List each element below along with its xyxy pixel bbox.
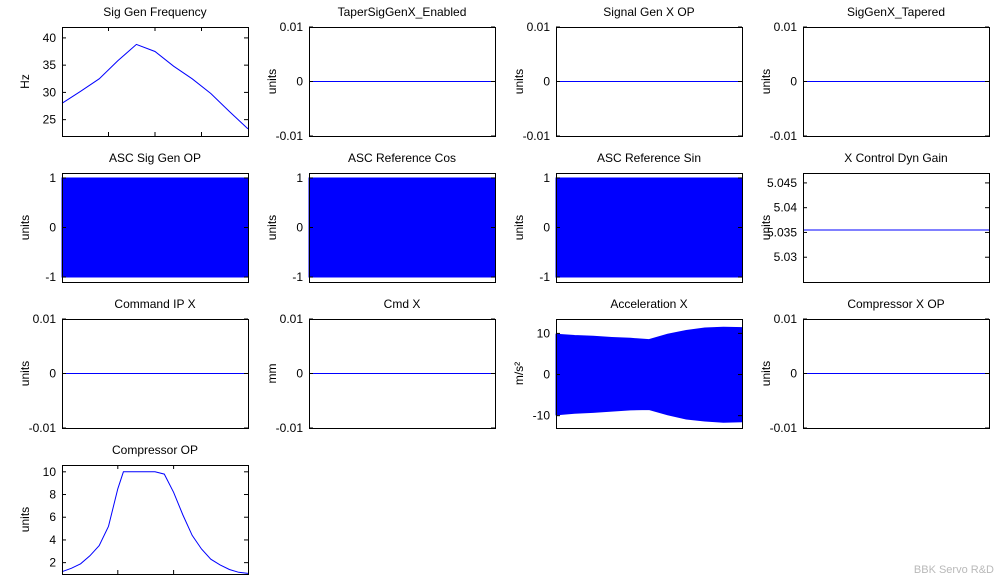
y-tick-label: 0 — [543, 221, 550, 235]
y-tick-label: 0.01 — [527, 20, 551, 34]
y-tick-label: -1 — [45, 270, 56, 284]
y-tick-label: 5.045 — [767, 176, 797, 190]
y-tick-label: 2 — [49, 556, 56, 570]
y-tick-label: -10 — [533, 409, 551, 423]
chart-title: Compressor X OP — [847, 297, 944, 311]
y-tick-label: 25 — [43, 113, 57, 127]
chart-cmd-x: Cmd X mm -0.01 0 0.01 — [265, 297, 496, 435]
chart-title: Acceleration X — [610, 297, 687, 311]
y-axis-label: units — [759, 69, 773, 94]
y-tick-label: 1 — [543, 171, 550, 185]
y-tick-label: -1 — [292, 270, 303, 284]
y-tick-label: 8 — [49, 488, 56, 502]
chart-asc-sig-gen-op: ASC Sig Gen OP units -1 0 1 — [18, 151, 249, 284]
y-tick-label: -0.01 — [276, 129, 304, 143]
y-tick-label: -0.01 — [770, 129, 798, 143]
chart-acceleration-x: Acceleration X m/s² -10 0 10 — [512, 297, 743, 429]
series-asc-sig-gen-op — [61, 177, 249, 278]
plot-frame — [62, 465, 249, 575]
plot-frame — [803, 173, 990, 283]
series-asc-reference-cos — [308, 177, 496, 278]
chart-asc-reference-sin: ASC Reference Sin units -1 0 1 — [512, 151, 743, 284]
plot-frame — [556, 319, 743, 429]
y-tick-label: 30 — [43, 85, 57, 99]
y-tick-label: 0 — [296, 75, 303, 89]
chart-title: Cmd X — [384, 297, 421, 311]
chart-compressor-op: Compressor OP units 2 4 6 8 10 — [18, 443, 249, 575]
chart-title: ASC Reference Cos — [348, 151, 456, 165]
y-tick-label: 0 — [790, 367, 797, 381]
y-tick-label: 0.01 — [280, 20, 304, 34]
y-tick-label: 1 — [296, 171, 303, 185]
y-tick-label: 5.035 — [767, 225, 797, 239]
y-tick-label: 0 — [790, 75, 797, 89]
series-acceleration-x — [555, 326, 743, 423]
y-axis-label: Hz — [18, 74, 32, 89]
plot-frame — [62, 27, 249, 137]
y-tick-label: -0.01 — [523, 129, 551, 143]
y-tick-label: 0.01 — [280, 312, 304, 326]
y-tick-label: -0.01 — [770, 421, 798, 435]
chart-title: TaperSigGenX_Enabled — [338, 5, 467, 19]
chart-compressor-x-op: Compressor X OP units -0.01 0 0.01 — [759, 297, 990, 435]
chart-title: X Control Dyn Gain — [844, 151, 947, 165]
y-axis-label: units — [512, 215, 526, 240]
y-tick-label: 0.01 — [774, 312, 798, 326]
y-tick-label: -1 — [539, 270, 550, 284]
y-tick-label: 0 — [543, 75, 550, 89]
chart-title: Sig Gen Frequency — [103, 5, 206, 19]
chart-command-ip-x: Command IP X units -0.01 0 0.01 — [18, 297, 249, 435]
y-axis-label: units — [265, 215, 279, 240]
y-tick-label: 5.03 — [774, 250, 798, 264]
y-tick-label: -0.01 — [29, 421, 57, 435]
y-axis-label: units — [759, 215, 773, 240]
y-tick-label: 10 — [537, 326, 551, 340]
y-axis-label: mm — [265, 364, 279, 384]
chart-title: ASC Sig Gen OP — [109, 151, 201, 165]
chart-signal-gen-x-op: Signal Gen X OP units -0.01 0 0.01 — [512, 5, 743, 143]
chart-title: Command IP X — [114, 297, 195, 311]
y-tick-label: 0.01 — [774, 20, 798, 34]
y-tick-label: 40 — [43, 31, 57, 45]
series-asc-reference-sin — [555, 177, 743, 278]
y-axis-label: units — [265, 69, 279, 94]
chart-title: Signal Gen X OP — [603, 5, 694, 19]
y-tick-label: 1 — [49, 171, 56, 185]
y-tick-label: 0 — [296, 367, 303, 381]
y-tick-label: 10 — [43, 465, 57, 479]
y-tick-label: 4 — [49, 533, 56, 547]
chart-title: ASC Reference Sin — [597, 151, 701, 165]
y-tick-label: 5.04 — [774, 201, 798, 215]
y-tick-label: 35 — [43, 58, 57, 72]
y-tick-label: 0 — [49, 367, 56, 381]
series-sig-gen-frequency — [61, 43, 249, 130]
y-axis-label: units — [18, 507, 32, 532]
series-compressor-op — [61, 471, 249, 574]
y-tick-label: 0.01 — [33, 312, 57, 326]
watermark-text: BBK Servo R&D — [913, 564, 994, 576]
chart-title: Compressor OP — [112, 443, 198, 457]
y-tick-label: 0 — [49, 221, 56, 235]
chart-title: SigGenX_Tapered — [847, 5, 945, 19]
y-axis-label: units — [18, 215, 32, 240]
y-axis-label: units — [512, 69, 526, 94]
y-tick-label: -0.01 — [276, 421, 304, 435]
y-tick-label: 0 — [296, 221, 303, 235]
y-tick-label: 0 — [543, 368, 550, 382]
y-axis-label: units — [759, 361, 773, 386]
chart-asc-reference-cos: ASC Reference Cos units -1 0 1 — [265, 151, 496, 284]
y-axis-label: m/s² — [512, 362, 526, 385]
chart-sig-gen-frequency: Sig Gen Frequency Hz 25 30 35 40 — [18, 5, 249, 137]
y-tick-label: 6 — [49, 510, 56, 524]
y-axis-label: units — [18, 361, 32, 386]
